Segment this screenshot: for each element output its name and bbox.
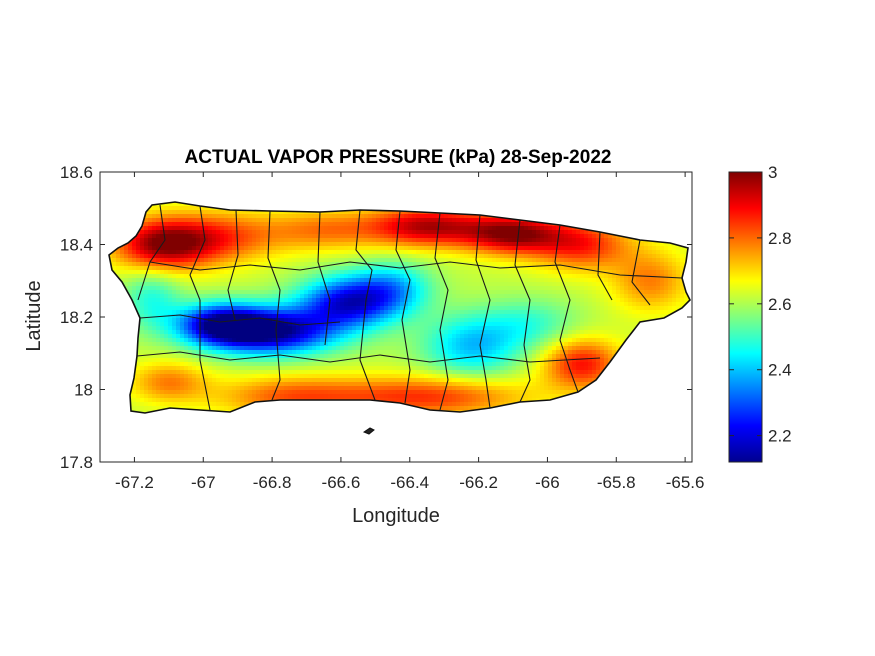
y-tick-label: 18.2 [60,308,93,327]
x-tick-label: -66 [535,473,560,492]
y-tick-label: 18 [74,381,93,400]
colorbar-tick-label: 2.6 [768,295,792,314]
map-axes: -67.2 -67 -66.8 -66.6 -66.4 -66.2 -66 -65.8 -65.… [60,163,705,492]
x-axis: -67.2 -67 -66.8 -66.6 -66.4 -66.2 -66 -65.8 -65.… [115,172,704,492]
x-tick-label: -67.2 [115,473,154,492]
municipality-boundaries [136,204,683,411]
x-axis-label: Longitude [352,505,440,527]
colorbar-tick-label: 2.2 [768,427,792,446]
x-tick-label: -65.6 [666,473,705,492]
colorbar: 2.2 2.4 2.6 2.8 3 [728,163,792,463]
islet-outline [362,427,375,435]
y-tick-label: 18.4 [60,236,93,255]
colorbar-ticks: 2.2 2.4 2.6 2.8 3 [729,163,792,446]
x-tick-label: -66.4 [390,473,429,492]
colorbar-gradient [728,171,763,463]
y-tick-label: 18.6 [60,163,93,182]
chart-title: ACTUAL VAPOR PRESSURE (kPa) 28-Sep-2022 [185,147,612,168]
y-axis-label: Latitude [23,280,45,351]
island-coastline [108,201,691,414]
y-axis: 17.8 18 18.2 18.4 18.6 [60,163,692,472]
colorbar-tick-label: 2.4 [768,361,792,380]
x-tick-label: -67 [191,473,216,492]
y-tick-label: 17.8 [60,453,93,472]
x-tick-label: -65.8 [597,473,636,492]
x-tick-label: -66.2 [459,473,498,492]
x-tick-label: -66.6 [322,473,361,492]
x-tick-label: -66.8 [253,473,292,492]
colorbar-tick-label: 3 [768,163,777,182]
colorbar-tick-label: 2.8 [768,229,792,248]
